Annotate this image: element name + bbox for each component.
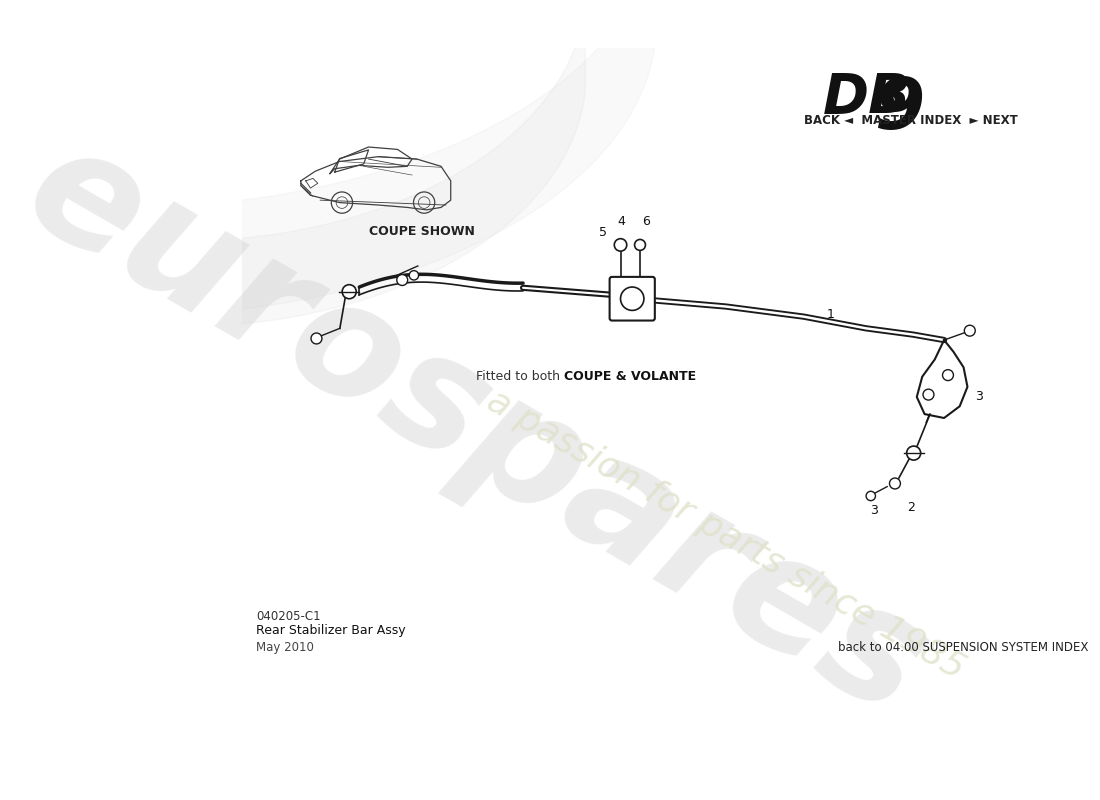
Circle shape — [409, 270, 419, 280]
Circle shape — [620, 287, 644, 310]
Text: 040205-C1: 040205-C1 — [256, 610, 321, 623]
Text: BACK ◄  MASTER INDEX  ► NEXT: BACK ◄ MASTER INDEX ► NEXT — [804, 114, 1018, 127]
Circle shape — [923, 389, 934, 400]
Circle shape — [342, 285, 356, 298]
Circle shape — [890, 478, 901, 489]
Text: 4: 4 — [617, 214, 625, 228]
Text: a passion for parts since 1985: a passion for parts since 1985 — [481, 384, 970, 686]
Text: 3: 3 — [870, 504, 878, 517]
Text: 7: 7 — [923, 413, 931, 426]
Circle shape — [943, 370, 954, 381]
Circle shape — [397, 274, 408, 286]
Text: COUPE SHOWN: COUPE SHOWN — [368, 226, 475, 238]
FancyBboxPatch shape — [609, 277, 654, 321]
Circle shape — [614, 238, 627, 251]
Text: 3: 3 — [976, 390, 983, 403]
Text: 9: 9 — [873, 75, 924, 144]
Text: Fitted to both: Fitted to both — [475, 370, 563, 383]
Text: COUPE & VOLANTE: COUPE & VOLANTE — [564, 370, 696, 383]
Text: 1: 1 — [827, 307, 835, 321]
Circle shape — [965, 326, 976, 336]
Circle shape — [635, 239, 646, 250]
Text: Rear Stabilizer Bar Assy: Rear Stabilizer Bar Assy — [256, 624, 406, 637]
Text: back to 04.00 SUSPENSION SYSTEM INDEX: back to 04.00 SUSPENSION SYSTEM INDEX — [838, 642, 1088, 654]
Text: 5: 5 — [598, 226, 606, 238]
Text: eurospares: eurospares — [0, 110, 953, 750]
Text: 6: 6 — [642, 214, 650, 228]
Text: DB: DB — [823, 71, 912, 125]
Circle shape — [311, 333, 322, 344]
Circle shape — [906, 446, 921, 460]
Text: May 2010: May 2010 — [256, 642, 315, 654]
Circle shape — [866, 491, 876, 501]
Text: 2: 2 — [908, 502, 915, 514]
